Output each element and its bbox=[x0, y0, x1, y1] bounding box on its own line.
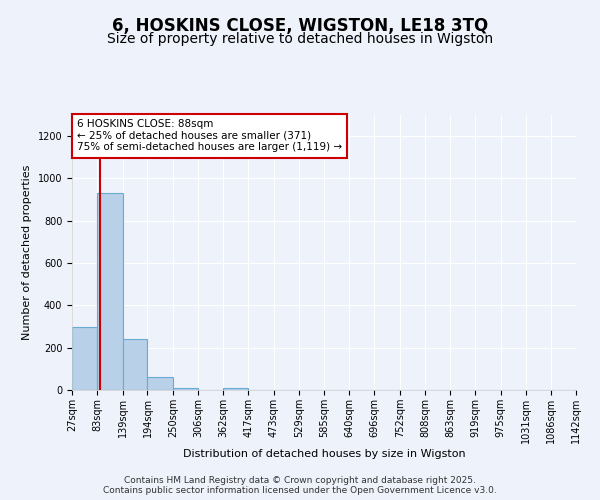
Y-axis label: Number of detached properties: Number of detached properties bbox=[22, 165, 32, 340]
Text: Contains HM Land Registry data © Crown copyright and database right 2025.
Contai: Contains HM Land Registry data © Crown c… bbox=[103, 476, 497, 495]
Bar bbox=[173, 388, 198, 390]
Bar bbox=[148, 378, 173, 390]
Text: Size of property relative to detached houses in Wigston: Size of property relative to detached ho… bbox=[107, 32, 493, 46]
X-axis label: Distribution of detached houses by size in Wigston: Distribution of detached houses by size … bbox=[182, 448, 466, 458]
Bar bbox=[122, 339, 148, 390]
Bar bbox=[97, 194, 122, 390]
Bar bbox=[223, 388, 248, 390]
Bar bbox=[72, 326, 97, 390]
Text: 6, HOSKINS CLOSE, WIGSTON, LE18 3TQ: 6, HOSKINS CLOSE, WIGSTON, LE18 3TQ bbox=[112, 18, 488, 36]
Text: 6 HOSKINS CLOSE: 88sqm
← 25% of detached houses are smaller (371)
75% of semi-de: 6 HOSKINS CLOSE: 88sqm ← 25% of detached… bbox=[77, 119, 342, 152]
